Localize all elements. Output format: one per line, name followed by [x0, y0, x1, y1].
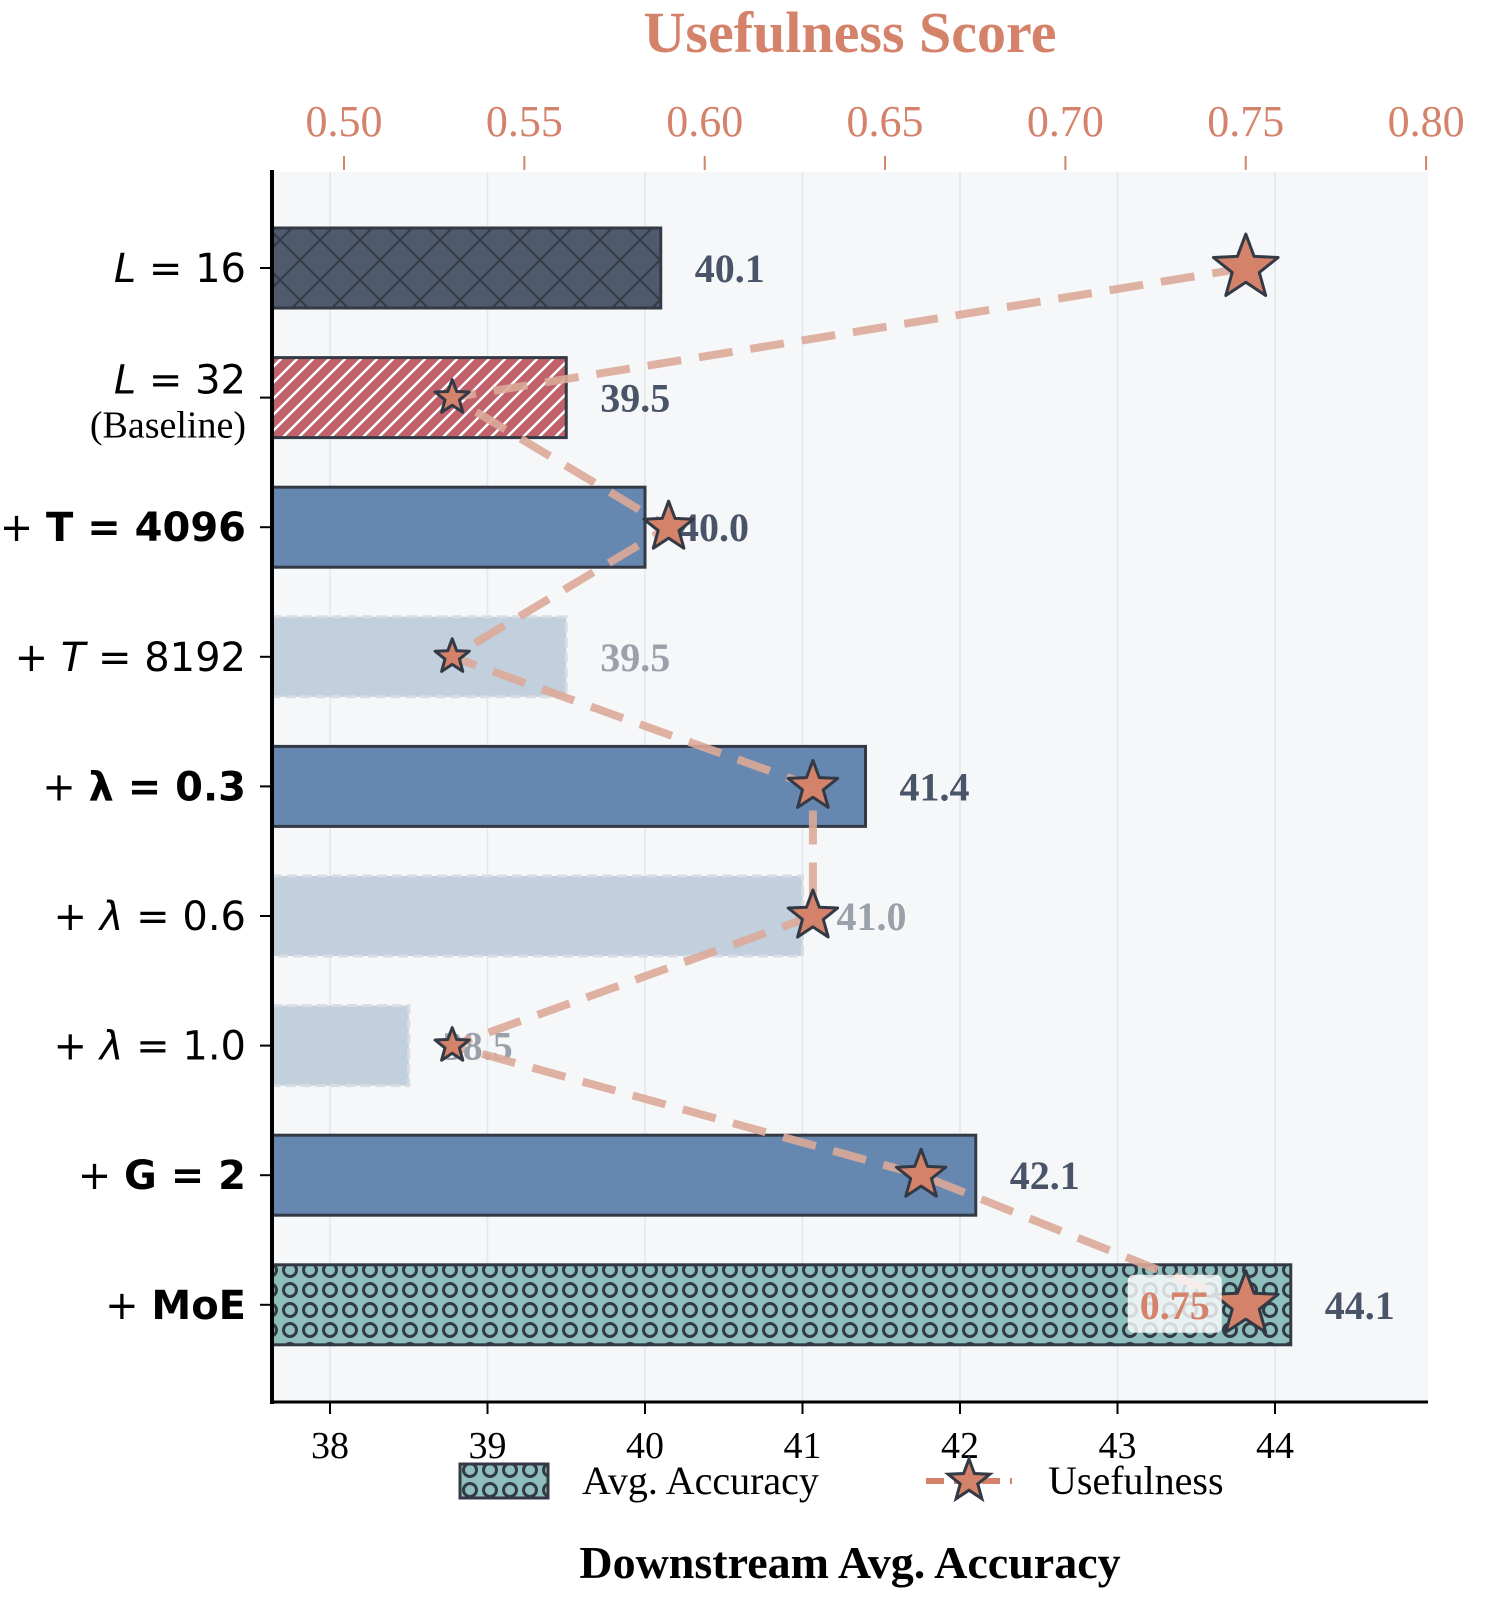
bar	[270, 356, 568, 440]
bar-value-label: 40.0	[679, 505, 749, 550]
legend-star-icon	[944, 1454, 994, 1503]
label-variable: L	[114, 358, 136, 404]
label-prefix: +	[78, 1153, 124, 1199]
usefulness-star-marker	[894, 1147, 948, 1198]
bar	[270, 485, 647, 569]
usefulness-star-marker	[642, 499, 695, 550]
bar-value-label: 40.1	[695, 246, 765, 291]
legend-label-usefulness: Usefulness	[1048, 1458, 1224, 1503]
top-tick-label: 0.75	[1207, 97, 1284, 146]
bar-value-label: 39.5	[600, 635, 670, 680]
y-tick-label: L = 32	[114, 358, 246, 404]
y-tick-label: + G = 2	[78, 1153, 246, 1199]
y-tick-label: L = 16	[114, 246, 246, 292]
label-main: λ = 0.6	[98, 894, 246, 940]
label-variable: λ	[98, 894, 124, 940]
bar-value-label: 44.1	[1325, 1283, 1395, 1328]
y-tick-label: + λ = 0.3	[42, 764, 246, 810]
top-tick-label: 0.60	[666, 97, 743, 146]
label-main: T = 4096	[46, 505, 246, 551]
bar	[270, 1263, 1293, 1347]
annotation-box	[1127, 1274, 1222, 1333]
label-value: = 16	[136, 246, 246, 292]
top-tick-label: 0.80	[1388, 97, 1465, 146]
y-tick-label: + λ = 1.0	[54, 1024, 246, 1070]
legend-swatch-accuracy	[458, 1462, 550, 1500]
label-value: = 32	[136, 358, 246, 404]
x-tick-label: 39	[469, 1425, 507, 1467]
usefulness-star-marker	[433, 1026, 471, 1062]
usefulness-star-marker	[433, 637, 471, 673]
top-tick-label: 0.65	[847, 97, 924, 146]
bar	[270, 874, 804, 958]
bottom-axis-title: Downstream Avg. Accuracy	[579, 1537, 1120, 1588]
label-value: = 1.0	[123, 1024, 246, 1070]
label-prefix: +	[105, 1283, 151, 1329]
bar-value-label: 39.5	[600, 376, 670, 421]
y-tick-sublabel: (Baseline)	[90, 405, 246, 447]
legend: Avg. Accuracy Usefulness	[458, 1454, 1224, 1503]
y-tick-label: + λ = 0.6	[54, 894, 246, 940]
bar	[270, 1133, 978, 1217]
label-prefix: +	[0, 505, 46, 551]
label-main: T = 8192	[61, 635, 246, 681]
y-tick-label: + MoE	[105, 1283, 246, 1329]
bar-value-label: 41.4	[900, 764, 970, 809]
usefulness-star-marker	[786, 758, 840, 809]
usefulness-star-marker	[786, 888, 840, 939]
label-prefix: +	[54, 1024, 100, 1070]
legend-label-accuracy: Avg. Accuracy	[582, 1458, 819, 1503]
top-tick-label: 0.50	[306, 97, 383, 146]
annotation-label: 0.75	[1140, 1283, 1210, 1328]
label-prefix: +	[15, 635, 61, 681]
bar	[270, 744, 867, 828]
label-prefix: +	[54, 894, 100, 940]
bar-value-label: 41.0	[837, 894, 907, 939]
x-tick-label: 41	[784, 1425, 822, 1467]
top-tick-label: 0.55	[486, 97, 563, 146]
x-tick-label: 40	[626, 1425, 664, 1467]
usefulness-star-marker	[433, 378, 471, 414]
label-value: = 0.6	[123, 894, 246, 940]
y-tick-label: + T = 8192	[15, 635, 246, 681]
x-tick-label: 43	[1099, 1425, 1137, 1467]
label-variable: T	[61, 635, 89, 681]
label-value: = 8192	[85, 635, 246, 681]
x-tick-label: 38	[311, 1425, 349, 1467]
label-main: MoE	[151, 1283, 246, 1329]
x-tick-label: 44	[1256, 1425, 1294, 1467]
label-variable: L	[114, 246, 136, 292]
label-variable: λ	[98, 1024, 124, 1070]
bar	[270, 1004, 411, 1088]
usefulness-star-marker	[1211, 232, 1280, 297]
bar	[270, 226, 663, 310]
bar-value-label: 42.1	[1010, 1153, 1080, 1198]
label-main: L = 32	[114, 358, 246, 404]
label-main: G = 2	[124, 1153, 246, 1199]
x-tick-label: 42	[941, 1425, 979, 1467]
label-prefix: +	[42, 764, 88, 810]
label-main: L = 16	[114, 246, 246, 292]
top-tick-label: 0.70	[1027, 97, 1104, 146]
label-main: λ = 0.3	[88, 764, 246, 810]
y-tick-label: + T = 4096	[0, 505, 246, 551]
label-main: λ = 1.0	[98, 1024, 246, 1070]
top-axis-title: Usefulness Score	[644, 0, 1057, 65]
